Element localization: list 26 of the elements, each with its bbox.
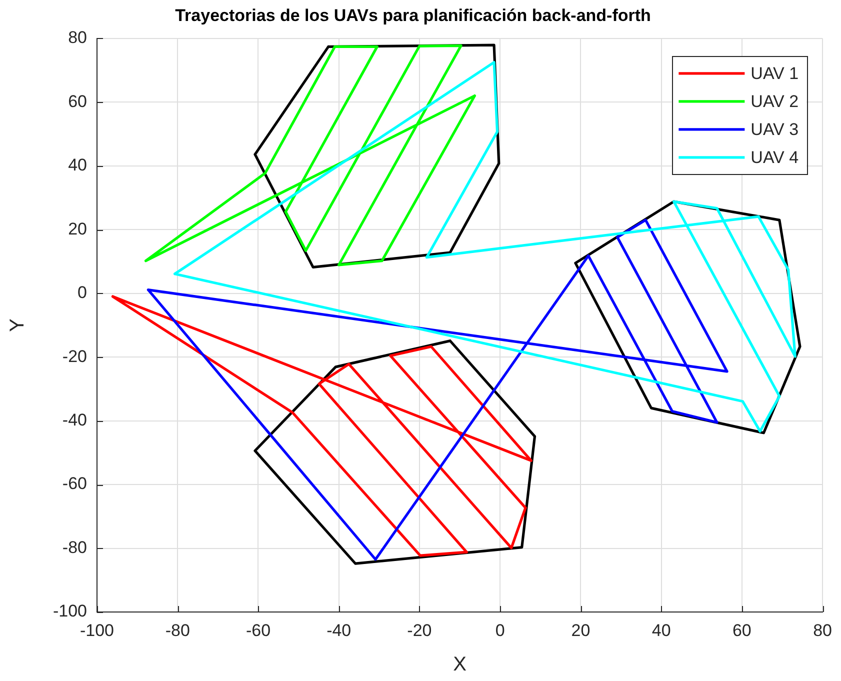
x-tick-label: 0 (495, 620, 505, 640)
x-tick-label: -20 (407, 620, 432, 640)
y-tick-label: 40 (68, 156, 87, 175)
x-axis-title: X (453, 654, 466, 676)
legend-label: UAV 1 (750, 64, 799, 84)
x-tick-label: 80 (813, 620, 832, 640)
y-tick-label: 80 (68, 28, 87, 48)
y-tick-label: -20 (62, 346, 87, 366)
y-tick-label: -100 (52, 602, 87, 621)
y-tick-label: -80 (62, 538, 87, 557)
legend-label: UAV 4 (750, 148, 799, 168)
y-tick-label: -60 (62, 474, 87, 494)
chart-title: Trayectorias de los UAVs para planificación back-and-forth (175, 6, 651, 25)
y-tick-label: 0 (78, 283, 87, 302)
y-tick-label: 20 (68, 219, 87, 238)
x-tick-label: 40 (652, 620, 671, 640)
y-tick-label: 60 (68, 92, 87, 111)
x-tick-label: 20 (571, 620, 590, 640)
y-tick-label: -40 (62, 410, 87, 430)
legend-label: UAV 2 (750, 92, 799, 112)
x-tick-label: -60 (246, 620, 271, 640)
x-tick-label: 60 (732, 620, 752, 640)
x-tick-label: -40 (326, 620, 352, 640)
legend-label: UAV 3 (750, 120, 799, 140)
y-axis-title: Y (6, 318, 29, 332)
x-tick-label: -80 (165, 620, 190, 640)
